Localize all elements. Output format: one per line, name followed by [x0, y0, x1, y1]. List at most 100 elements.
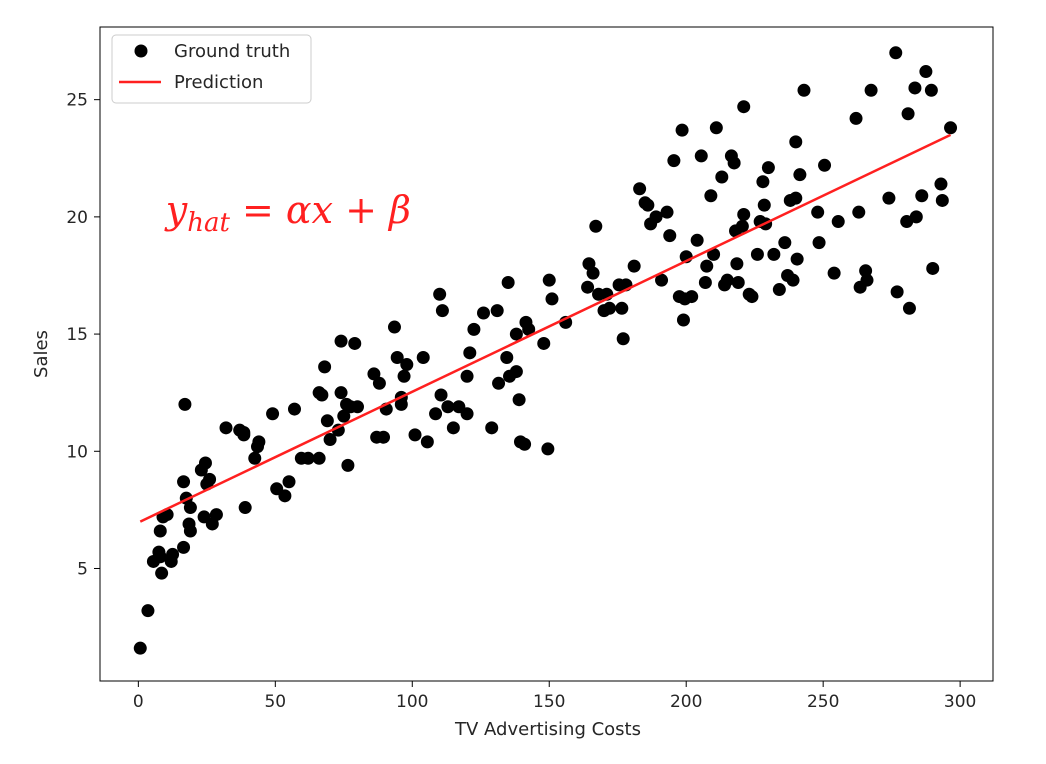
data-point	[278, 489, 292, 503]
data-point	[323, 433, 337, 447]
data-point	[252, 435, 266, 449]
data-point	[690, 233, 704, 247]
data-point	[237, 426, 251, 440]
data-point	[615, 301, 629, 315]
data-point	[831, 215, 845, 229]
legend-box	[111, 34, 312, 104]
data-point	[460, 369, 474, 383]
y-tick-label: 5	[77, 559, 88, 579]
data-point	[790, 252, 804, 266]
plot-area-frame	[99, 26, 994, 682]
data-point	[153, 524, 167, 538]
data-point	[435, 304, 449, 318]
data-point	[890, 285, 904, 299]
data-point	[348, 336, 362, 350]
data-point	[522, 322, 536, 336]
data-point	[166, 547, 180, 561]
equation-annotation: yhat = αx + β	[164, 188, 411, 238]
data-point	[603, 301, 617, 315]
legend-marker-ground-truth	[134, 44, 148, 58]
data-point	[492, 376, 506, 390]
data-point	[827, 266, 841, 280]
data-point	[509, 327, 523, 341]
data-point	[767, 247, 781, 261]
data-point	[387, 320, 401, 334]
data-point	[720, 273, 734, 287]
data-point	[183, 501, 197, 515]
data-point	[219, 421, 233, 435]
data-point	[441, 400, 455, 414]
data-point	[849, 111, 863, 125]
data-point	[177, 540, 191, 554]
data-point	[901, 107, 915, 121]
data-point	[586, 266, 600, 280]
data-point	[341, 458, 355, 472]
data-point	[463, 346, 477, 360]
data-point	[509, 365, 523, 379]
data-point	[320, 414, 334, 428]
data-point	[248, 451, 262, 465]
data-point	[761, 161, 775, 175]
data-point	[155, 566, 169, 580]
data-point	[730, 257, 744, 271]
data-point	[860, 273, 874, 287]
data-point	[737, 208, 751, 222]
data-point	[589, 219, 603, 233]
data-point	[501, 276, 515, 290]
x-tick-label: 0	[133, 692, 144, 712]
data-point	[818, 158, 832, 172]
data-point	[663, 229, 677, 243]
data-point	[377, 430, 391, 444]
data-point	[282, 475, 296, 489]
data-point	[786, 273, 800, 287]
data-point	[919, 65, 933, 79]
data-point	[467, 322, 481, 336]
data-point	[756, 175, 770, 189]
data-point	[312, 451, 326, 465]
data-point	[397, 369, 411, 383]
legend-label-prediction: Prediction	[174, 72, 263, 93]
data-point	[812, 236, 826, 250]
data-point	[704, 189, 718, 203]
data-point	[750, 247, 764, 261]
data-point	[731, 276, 745, 290]
data-point	[429, 407, 443, 421]
data-point	[667, 154, 681, 168]
data-point	[908, 81, 922, 95]
data-point	[660, 205, 674, 219]
data-point	[490, 304, 504, 318]
data-point	[334, 386, 348, 400]
y-tick-label: 25	[66, 91, 88, 111]
data-point	[757, 198, 771, 212]
data-point	[700, 259, 714, 273]
data-point	[446, 421, 460, 435]
data-point	[934, 177, 948, 191]
x-tick-label: 150	[533, 692, 565, 712]
data-point	[198, 456, 212, 470]
data-point	[852, 205, 866, 219]
data-point	[416, 351, 430, 365]
y-tick-label: 15	[66, 325, 88, 345]
data-point	[178, 397, 192, 411]
data-point	[318, 360, 332, 374]
data-point	[727, 156, 741, 170]
data-point	[133, 641, 147, 655]
data-point	[924, 83, 938, 97]
data-point	[649, 210, 663, 224]
data-point	[675, 123, 689, 137]
data-point	[337, 409, 351, 423]
data-point	[545, 292, 559, 306]
data-point	[238, 501, 252, 515]
y-axis-label: Sales	[31, 330, 52, 378]
legend-label-ground-truth: Ground truth	[174, 41, 290, 62]
data-point	[542, 273, 556, 287]
data-point	[926, 261, 940, 275]
data-point	[641, 198, 655, 212]
data-point	[266, 407, 280, 421]
data-point	[909, 210, 923, 224]
data-point	[793, 168, 807, 182]
ground-truth-points	[133, 46, 958, 655]
data-point	[772, 283, 786, 297]
y-tick-label: 10	[66, 442, 88, 462]
